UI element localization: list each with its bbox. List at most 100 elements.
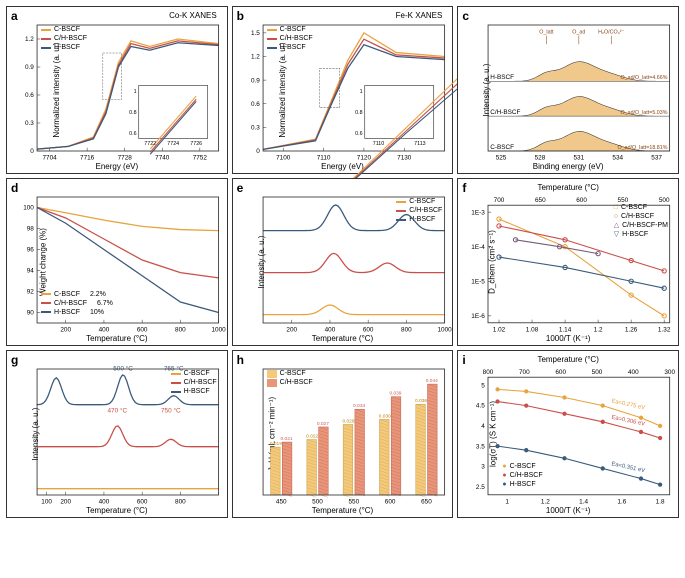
svg-text:0.021: 0.021 — [280, 436, 292, 442]
svg-text:7740: 7740 — [155, 155, 170, 162]
svg-text:800: 800 — [175, 327, 186, 334]
svg-text:500: 500 — [659, 197, 670, 204]
svg-text:0.6: 0.6 — [251, 101, 260, 108]
svg-text:650: 650 — [421, 499, 432, 506]
chart-b: 710071107120713000.30.60.91.21.571107113… — [263, 25, 445, 151]
svg-text:1.2: 1.2 — [594, 326, 603, 333]
svg-text:7130: 7130 — [397, 155, 412, 162]
plot-area-c: 525528531534537O_lattO_adH₂O/CO₃²⁻H-BSCF… — [488, 25, 670, 151]
title-b: Fe-K XANES — [396, 11, 443, 20]
chart-d: 20040060080010009092949698100 — [37, 197, 219, 323]
svg-text:470 °C: 470 °C — [108, 407, 128, 415]
svg-text:0.8: 0.8 — [355, 110, 362, 116]
panel-label-e: e — [237, 181, 244, 195]
svg-text:96: 96 — [27, 247, 35, 254]
svg-text:400: 400 — [99, 499, 110, 506]
svg-text:5: 5 — [482, 382, 486, 389]
svg-text:O_ad/O_latt=4.66%: O_ad/O_latt=4.66% — [621, 75, 668, 81]
svg-text:450: 450 — [276, 499, 287, 506]
xlabel-e: Temperature (°C) — [312, 334, 373, 343]
chart-g: 200400600800100500 °C765 °C470 °C750 °C — [37, 369, 219, 495]
svg-text:1E-6: 1E-6 — [472, 313, 486, 320]
svg-text:4.5: 4.5 — [476, 403, 485, 410]
svg-text:550: 550 — [618, 197, 629, 204]
svg-text:7752: 7752 — [193, 155, 208, 162]
svg-text:600: 600 — [137, 499, 148, 506]
svg-text:C-BSCF: C-BSCF — [491, 144, 515, 151]
svg-text:525: 525 — [496, 155, 507, 162]
svg-text:0.028: 0.028 — [342, 418, 354, 424]
svg-text:0.027: 0.027 — [317, 421, 329, 427]
svg-text:7728: 7728 — [118, 155, 133, 162]
svg-text:1.32: 1.32 — [658, 326, 671, 333]
chart-h: 4505005506006500.0190.0210.0220.0270.028… — [263, 369, 445, 495]
svg-text:600: 600 — [362, 327, 373, 334]
svg-text:O_latt: O_latt — [540, 30, 555, 36]
xlabel-i: 1000/T (K⁻¹) — [546, 506, 591, 515]
panel-label-f: f — [462, 181, 466, 195]
svg-text:0.9: 0.9 — [251, 77, 260, 84]
svg-text:1.14: 1.14 — [559, 326, 572, 333]
panel-e: e Intensity (a. u.) Temperature (°C) C-B… — [232, 178, 454, 346]
svg-text:300: 300 — [665, 369, 676, 376]
svg-text:500 °C: 500 °C — [113, 365, 133, 373]
panel-g: g Intensity (a. u.) Temperature (°C) C-B… — [6, 350, 228, 518]
svg-text:0: 0 — [256, 148, 260, 155]
svg-text:7716: 7716 — [80, 155, 95, 162]
panel-label-a: a — [11, 9, 18, 23]
svg-text:0.044: 0.044 — [425, 378, 437, 384]
svg-text:H₂O/CO₃²⁻: H₂O/CO₃²⁻ — [598, 30, 624, 36]
svg-text:0.6: 0.6 — [25, 92, 34, 99]
svg-text:1E-5: 1E-5 — [472, 278, 486, 285]
svg-text:0.6: 0.6 — [129, 131, 136, 137]
svg-text:0: 0 — [30, 148, 34, 155]
panel-h: h J_H (mL cm⁻² min⁻¹) Temperature (°C) C… — [232, 350, 454, 518]
svg-text:100: 100 — [23, 205, 34, 212]
svg-text:534: 534 — [613, 155, 624, 162]
chart-e: 2004006008001000 — [263, 197, 445, 323]
svg-text:7722: 7722 — [144, 141, 156, 147]
panel-b: b Fe-K XANES Normalized intensity (a. u.… — [232, 6, 454, 174]
svg-text:1.2: 1.2 — [251, 54, 260, 61]
svg-text:0.034: 0.034 — [353, 403, 365, 409]
svg-text:1.2: 1.2 — [541, 498, 550, 505]
xlabel-a: Energy (eV) — [95, 162, 138, 171]
svg-text:0.030: 0.030 — [378, 413, 390, 419]
svg-text:1.08: 1.08 — [526, 326, 539, 333]
svg-text:1.4: 1.4 — [579, 498, 588, 505]
svg-text:98: 98 — [27, 226, 35, 233]
svg-text:765 °C: 765 °C — [164, 365, 184, 373]
svg-text:0.8: 0.8 — [129, 110, 136, 116]
plot-area-h: 4505005506006500.0190.0210.0220.0270.028… — [263, 369, 445, 495]
svg-text:1: 1 — [134, 89, 137, 95]
chart-a: 7704771677287740775200.30.60.91.27722772… — [37, 25, 219, 151]
svg-text:94: 94 — [27, 268, 35, 275]
svg-text:O_ad/O_latt=18.81%: O_ad/O_latt=18.81% — [618, 145, 668, 151]
svg-text:537: 537 — [652, 155, 663, 162]
svg-text:800: 800 — [175, 499, 186, 506]
svg-text:3.5: 3.5 — [476, 443, 485, 450]
svg-text:600: 600 — [556, 369, 567, 376]
panel-label-c: c — [462, 9, 469, 23]
plot-area-f: 1.021.081.141.21.261.321E-31E-41E-51E-67… — [488, 205, 670, 323]
svg-text:600: 600 — [577, 197, 588, 204]
svg-text:90: 90 — [27, 310, 35, 317]
svg-text:1.02: 1.02 — [493, 326, 506, 333]
svg-text:531: 531 — [574, 155, 585, 162]
svg-text:O_ad: O_ad — [573, 30, 586, 36]
panel-c: c Intensity (a. u.) Binding energy (eV) … — [457, 6, 679, 174]
svg-text:1E-4: 1E-4 — [472, 244, 486, 251]
svg-text:1E-3: 1E-3 — [472, 209, 486, 216]
svg-text:7120: 7120 — [356, 155, 371, 162]
svg-text:528: 528 — [535, 155, 546, 162]
chart-i: 11.21.41.61.82.533.544.55800700600500400… — [488, 377, 670, 495]
svg-text:700: 700 — [519, 369, 530, 376]
svg-text:7113: 7113 — [414, 141, 425, 147]
panel-a: a Co-K XANES Normalized intensity (a. u.… — [6, 6, 228, 174]
svg-text:1.26: 1.26 — [625, 326, 638, 333]
xlabel-g: Temperature (°C) — [86, 506, 147, 515]
svg-text:700: 700 — [494, 197, 505, 204]
svg-text:0.6: 0.6 — [355, 131, 362, 137]
panel-label-h: h — [237, 353, 244, 367]
xlabel-c: Binding energy (eV) — [533, 162, 604, 171]
